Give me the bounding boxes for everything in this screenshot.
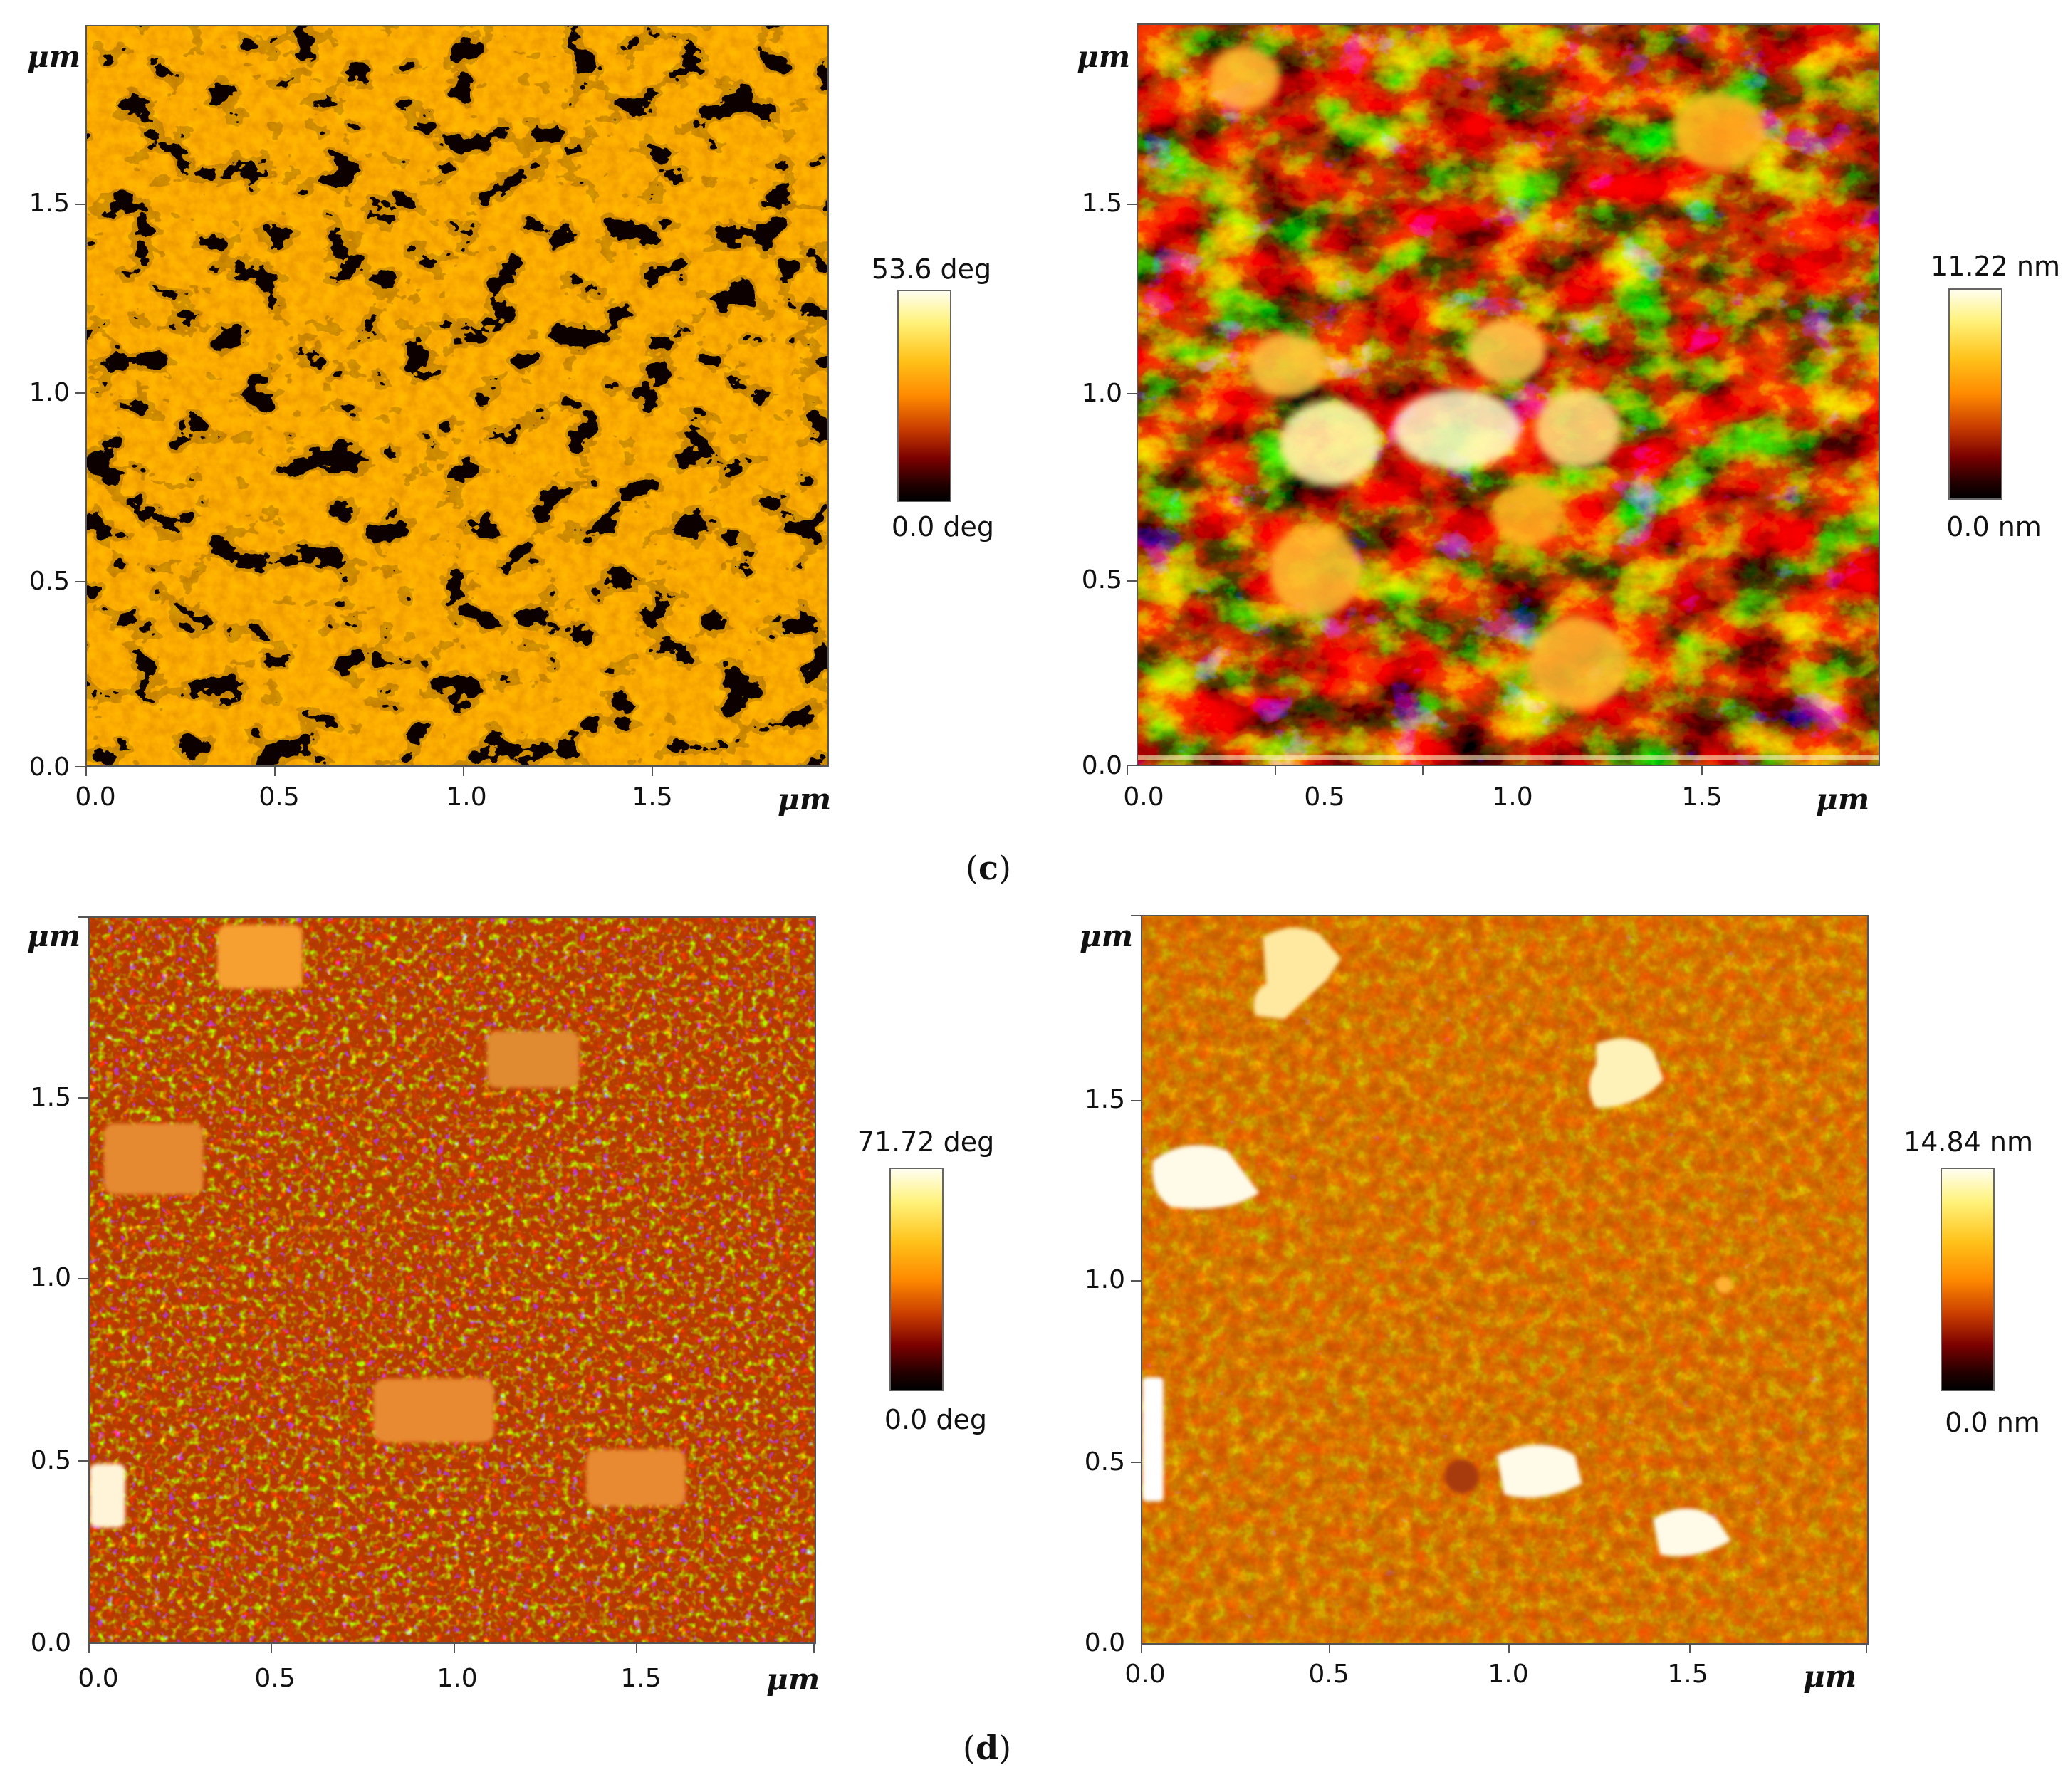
x-tick: 0.0 [1124,1660,1166,1689]
y-tick-mark [1131,915,1141,916]
colorbar-min-label: 0.0 nm [1945,1407,2040,1438]
y-tick-mark [78,1460,88,1462]
y-tick: 1.0 [30,1263,71,1292]
x-tick: 1.5 [632,782,673,812]
x-tick: 1.0 [437,1664,478,1693]
afm-image-c-height [1137,23,1880,766]
y-tick-mark [1131,1462,1141,1463]
x-tick: 0.5 [258,782,300,812]
x-tick-mark [463,766,464,776]
x-tick-mark [1329,1643,1330,1653]
colorbar-min-label: 0.0 deg [891,511,995,543]
y-axis-unit: μm [1080,918,1134,953]
x-tick: 0.0 [78,1664,119,1693]
subfigure-label-c: (c) [966,849,1011,887]
y-axis-unit: μm [1077,39,1131,74]
x-tick: 0.5 [1308,1660,1349,1689]
y-tick: 0.0 [1084,1628,1125,1657]
x-tick-mark [1275,765,1276,775]
x-tick-mark [1701,765,1703,775]
colorbar [897,290,951,502]
y-tick: 0.5 [28,567,70,596]
x-tick-mark [1422,765,1424,775]
colorbar-min-label: 0.0 deg [884,1404,988,1435]
y-tick: 0.5 [30,1446,71,1475]
x-tick-mark [1141,1643,1142,1653]
y-tick-mark [75,204,85,205]
x-tick: 0.5 [254,1664,296,1693]
x-tick: 1.5 [620,1664,662,1693]
x-tick: 1.5 [1667,1660,1708,1689]
x-tick-mark [1508,1643,1510,1653]
y-axis-unit: μm [27,918,81,953]
x-tick: 0.0 [1123,782,1164,812]
afm-image-d-height [1141,915,1869,1645]
y-tick-mark [1127,765,1137,766]
x-axis-unit: μm [766,1662,820,1697]
y-tick: 0.0 [1081,751,1122,780]
x-tick-mark [652,766,653,776]
y-tick: 1.0 [1084,1265,1125,1294]
y-tick-mark [75,581,85,582]
x-tick: 0.5 [1304,782,1345,812]
x-axis-unit: μm [1803,1659,1857,1694]
x-axis-unit: μm [778,782,832,817]
x-tick-mark [636,1643,637,1653]
y-tick-mark [75,392,85,394]
y-tick-mark [75,766,85,767]
x-tick-mark [271,1643,272,1653]
afm-image-d-phase [88,916,816,1644]
colorbar-max-label: 71.72 deg [857,1126,995,1158]
x-tick-mark [274,766,276,776]
y-tick-mark [1131,1280,1141,1282]
y-tick: 0.0 [28,753,70,782]
x-tick-mark [813,1643,815,1653]
y-tick-mark [78,1278,88,1279]
y-tick-mark [78,1097,88,1099]
y-tick: 1.0 [1081,379,1122,408]
colorbar-max-label: 53.6 deg [871,253,992,285]
x-tick: 1.0 [446,782,487,812]
y-tick: 0.0 [30,1628,71,1657]
colorbar-max-label: 11.22 nm [1931,251,2060,282]
x-tick-mark [88,1643,90,1653]
y-tick: 1.5 [30,1083,71,1112]
x-tick-mark [85,766,87,776]
x-tick-mark [1127,765,1128,775]
y-tick: 1.0 [28,378,70,407]
y-tick: 1.5 [1084,1085,1125,1114]
y-tick: 0.5 [1084,1447,1125,1477]
y-tick-mark [1127,204,1137,205]
x-tick: 1.0 [1492,782,1533,812]
colorbar-max-label: 14.84 nm [1904,1126,2033,1158]
x-tick-mark [1866,1643,1867,1653]
y-tick: 1.5 [28,189,70,218]
colorbar [1941,1168,1995,1391]
afm-image-c-phase [85,25,829,767]
y-tick-mark [1127,393,1137,394]
colorbar-min-label: 0.0 nm [1946,511,2042,543]
y-tick-mark [1131,1100,1141,1101]
x-tick-mark [1689,1643,1691,1653]
y-tick-mark [78,916,88,918]
y-tick: 0.5 [1081,565,1122,594]
subfigure-label-d: (d) [963,1729,1012,1767]
y-axis-unit: μm [27,39,81,74]
colorbar [1948,288,2002,500]
y-tick: 1.5 [1081,189,1122,218]
colorbar [889,1168,944,1391]
x-tick: 1.5 [1681,782,1723,812]
x-tick: 1.0 [1488,1660,1529,1689]
x-axis-unit: μm [1816,782,1870,817]
x-tick: 0.0 [75,782,116,812]
y-tick-mark [1127,580,1137,582]
x-tick-mark [454,1643,455,1653]
